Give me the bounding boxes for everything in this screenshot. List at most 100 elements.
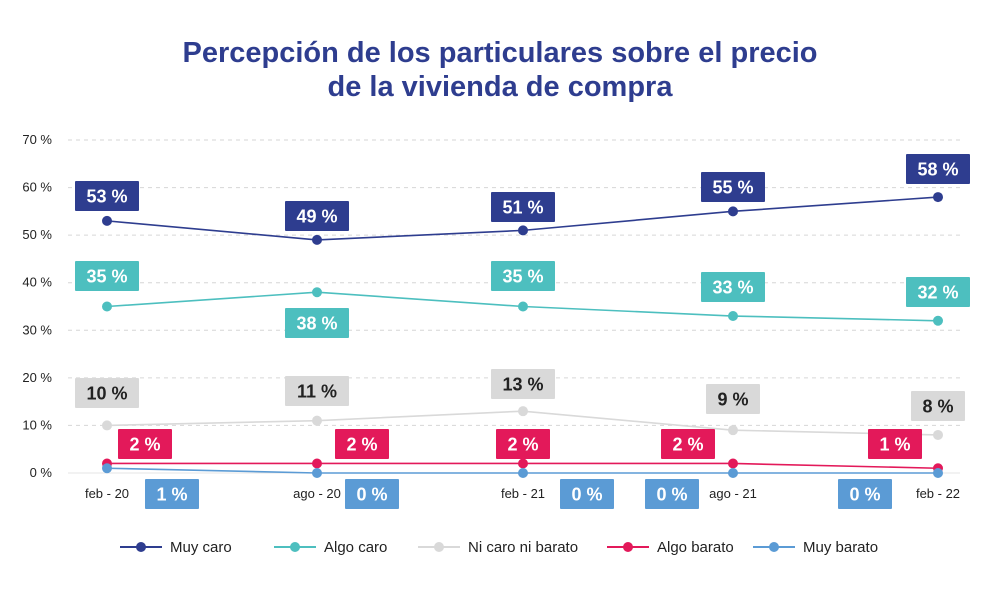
data-label-box (645, 479, 699, 509)
data-label-box (491, 261, 555, 291)
data-label: 10 % (86, 384, 127, 404)
y-tick-label: 30 % (22, 322, 52, 337)
data-label: 49 % (296, 207, 337, 227)
legend-marker (136, 542, 146, 552)
data-label: 35 % (502, 267, 543, 287)
chart-title: Percepción de los particulares sobre el … (0, 36, 1000, 104)
y-tick-label: 60 % (22, 180, 52, 195)
data-label-box (145, 479, 199, 509)
data-label: 1 % (879, 435, 910, 455)
data-label-box (491, 192, 555, 222)
data-label-box (701, 272, 765, 302)
chart-title-line-2: de la vivienda de compra (327, 71, 673, 103)
data-label: 9 % (717, 390, 748, 410)
data-label: 8 % (922, 397, 953, 417)
data-point (933, 429, 943, 440)
data-point (933, 192, 943, 203)
data-label-box (491, 369, 555, 399)
data-label-box (706, 384, 760, 414)
data-label: 0 % (571, 485, 602, 505)
data-label: 58 % (917, 160, 958, 180)
y-tick-label: 20 % (22, 370, 52, 385)
data-label: 2 % (129, 435, 160, 455)
data-label-box (496, 429, 550, 459)
legend-label: Ni caro ni barato (468, 539, 578, 556)
chart-title-line-1: Percepción de los particulares sobre el … (182, 37, 818, 69)
data-point (728, 468, 738, 478)
data-point (102, 215, 112, 226)
legend-marker (769, 542, 779, 552)
data-point (933, 468, 943, 478)
legend-label: Muy barato (803, 539, 878, 556)
data-point (933, 315, 943, 326)
data-label-box (661, 429, 715, 459)
data-label-box (906, 154, 970, 184)
data-point (312, 415, 322, 426)
data-point (312, 458, 322, 469)
data-label: 55 % (712, 178, 753, 198)
data-point (312, 287, 322, 298)
legend-marker (623, 542, 633, 552)
y-tick-label: 70 % (22, 132, 52, 147)
data-label: 0 % (849, 485, 880, 505)
data-label: 35 % (86, 267, 127, 287)
data-label-box (911, 391, 965, 421)
data-label-box (838, 479, 892, 509)
legend-label: Algo barato (657, 539, 734, 556)
data-label-box (285, 308, 349, 338)
data-label-box (75, 378, 139, 408)
data-label: 2 % (507, 435, 538, 455)
data-point (728, 311, 738, 322)
legend-label: Muy caro (170, 539, 232, 556)
data-point (518, 468, 528, 478)
data-point (728, 206, 738, 217)
data-label-box (285, 376, 349, 406)
data-point (102, 420, 112, 431)
data-label-box (701, 172, 765, 202)
y-tick-label: 10 % (22, 417, 52, 432)
legend-marker (290, 542, 300, 552)
legend-marker (434, 542, 444, 552)
data-point (728, 458, 738, 469)
y-tick-label: 50 % (22, 227, 52, 242)
data-label: 11 % (297, 382, 337, 402)
data-point (312, 468, 322, 478)
x-tick-label: ago - 20 (293, 486, 341, 501)
data-label: 2 % (672, 435, 703, 455)
data-label-box (335, 429, 389, 459)
data-label: 32 % (917, 283, 958, 303)
data-label: 13 % (502, 375, 543, 395)
data-label-box (75, 181, 139, 211)
data-label: 51 % (502, 198, 543, 218)
data-label: 1 % (156, 485, 187, 505)
x-tick-label: ago - 21 (709, 486, 757, 501)
data-label: 53 % (86, 187, 127, 207)
data-point (102, 463, 112, 474)
y-tick-label: 0 % (30, 465, 53, 480)
data-point (518, 406, 528, 417)
data-point (518, 225, 528, 236)
data-point (518, 458, 528, 469)
data-label-box (345, 479, 399, 509)
data-label-box (868, 429, 922, 459)
x-tick-label: feb - 21 (501, 486, 545, 501)
data-point (728, 425, 738, 436)
data-label-box (285, 201, 349, 231)
data-label: 0 % (356, 485, 387, 505)
data-label: 38 % (296, 314, 337, 334)
legend-label: Algo caro (324, 539, 387, 556)
data-point (518, 301, 528, 312)
data-label-box (906, 277, 970, 307)
data-label-box (560, 479, 614, 509)
data-label-box (75, 261, 139, 291)
y-tick-label: 40 % (22, 275, 52, 290)
data-point (312, 234, 322, 245)
data-label: 33 % (712, 278, 753, 298)
data-label: 0 % (656, 485, 687, 505)
x-tick-label: feb - 20 (85, 486, 129, 501)
x-tick-label: feb - 22 (916, 486, 960, 501)
data-label-box (118, 429, 172, 459)
data-point (102, 301, 112, 312)
data-label: 2 % (346, 435, 377, 455)
